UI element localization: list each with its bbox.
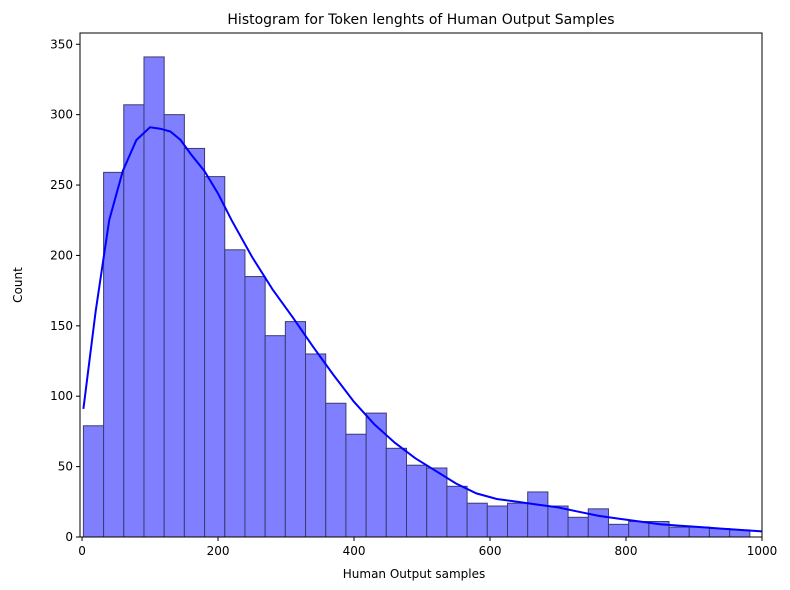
histogram-bar [567, 516, 589, 538]
x-tick-label: 0 [78, 544, 86, 558]
histogram-bar [628, 521, 650, 538]
plot-area-frame [79, 32, 763, 538]
histogram-bar [163, 114, 185, 538]
histogram-bar [224, 249, 246, 538]
y-tick-label: 50 [58, 460, 73, 474]
y-tick-label: 250 [50, 178, 73, 192]
histogram-bar [668, 526, 690, 538]
histogram-bar [446, 485, 468, 538]
y-tick-label: 100 [50, 389, 73, 403]
histogram-bar [244, 276, 266, 538]
x-tick-label: 400 [343, 544, 366, 558]
x-axis-ticks: 0 200 400 600 800 1000 [78, 537, 777, 558]
kde-curve [82, 126, 763, 533]
histogram-bar [688, 526, 710, 538]
histogram-bar [305, 353, 327, 538]
histogram-bar [406, 464, 428, 538]
x-axis-label: Human Output samples [343, 567, 485, 581]
y-axis-ticks: 0 50 100 150 200 250 300 350 [50, 37, 80, 544]
x-tick-label: 800 [615, 544, 638, 558]
histogram-bar [123, 104, 145, 538]
y-tick-label: 0 [65, 530, 73, 544]
y-tick-label: 300 [50, 108, 73, 122]
x-tick-label: 600 [479, 544, 502, 558]
histogram-bar [426, 467, 448, 538]
histogram-bar [466, 502, 488, 538]
histogram-bar [587, 508, 609, 538]
histogram-bar [506, 502, 529, 538]
histogram-bar [204, 176, 226, 538]
histogram-bar [607, 523, 630, 538]
x-tick-label: 200 [207, 544, 230, 558]
histogram-bars [82, 56, 751, 538]
y-tick-label: 350 [50, 37, 73, 51]
histogram-bar [385, 447, 408, 538]
histogram-bar [345, 433, 367, 538]
histogram-bar [103, 171, 125, 538]
y-axis-label: Count [11, 267, 25, 303]
x-tick-label: 1000 [747, 544, 778, 558]
histogram-bar [527, 491, 549, 538]
y-tick-label: 150 [50, 319, 73, 333]
chart-title: Histogram for Token lenghts of Human Out… [227, 12, 614, 28]
y-tick-label: 200 [50, 248, 73, 262]
histogram-bar [264, 335, 286, 538]
histogram-bar [486, 505, 508, 538]
histogram-bar [183, 147, 206, 538]
histogram-bar [547, 505, 569, 538]
histogram-bar [82, 425, 105, 538]
histogram-bar [325, 402, 347, 538]
histogram-bar [284, 321, 307, 538]
